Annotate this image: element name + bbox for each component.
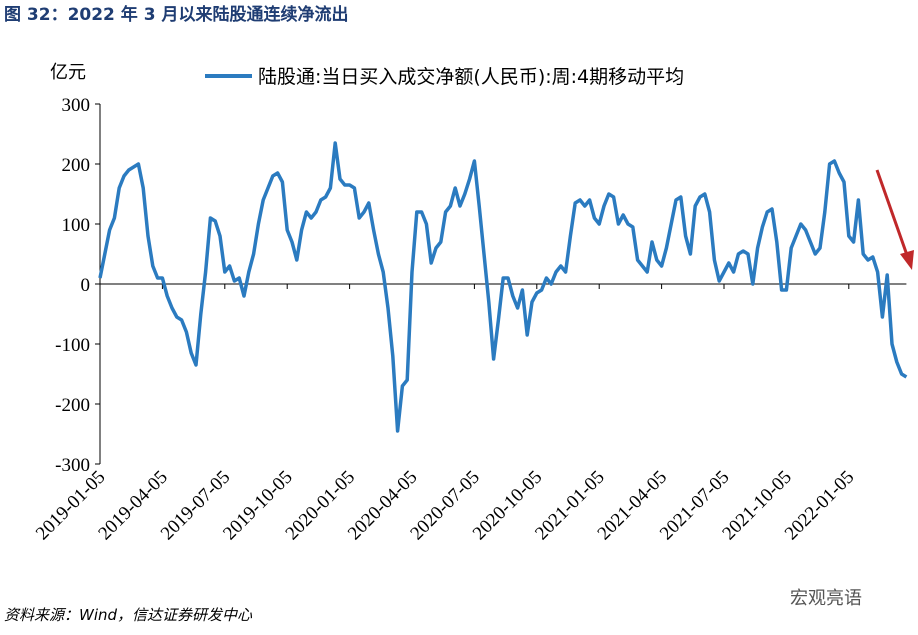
source-note: 资料来源：Wind，信达证券研发中心 [4, 606, 253, 624]
chart-title: 图 32：2022 年 3 月以来陆股通连续净流出 [4, 4, 348, 25]
y-tick-label: 0 [81, 275, 91, 296]
trend-arrow [875, 169, 910, 259]
y-tick-label: 300 [62, 95, 91, 116]
y-tick-label: -300 [55, 455, 90, 476]
legend-label: 陆股通:当日买入成交净额(人民币):周:4期移动平均 [258, 66, 684, 88]
y-axis-label: 亿元 [50, 62, 86, 83]
y-tick-label: 200 [62, 155, 91, 176]
y-tick-label: -200 [55, 395, 90, 416]
y-tick-label: -100 [55, 335, 90, 356]
data-line [98, 141, 908, 433]
watermark: 宏观亮语 [790, 588, 862, 609]
arrow-head [900, 250, 914, 270]
y-tick-label: 100 [62, 215, 91, 236]
